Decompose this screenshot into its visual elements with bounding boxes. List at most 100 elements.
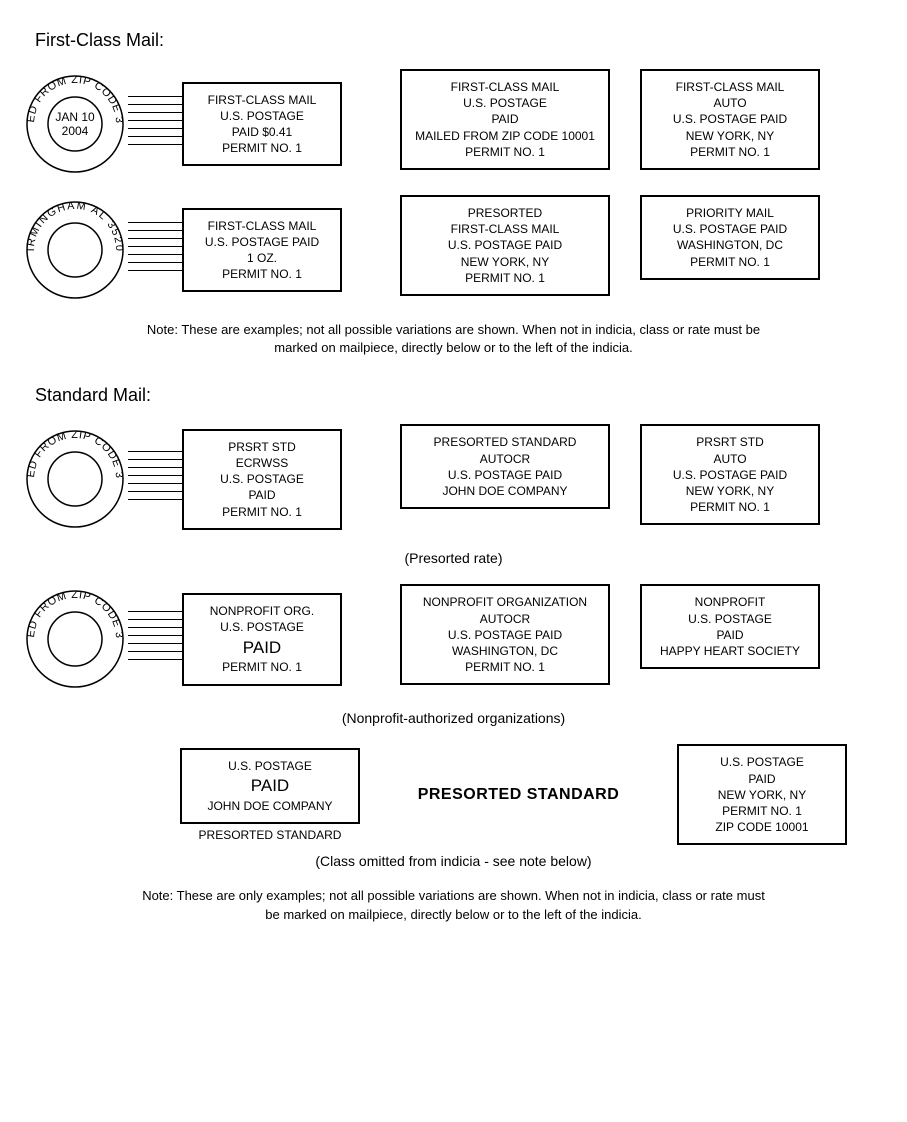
indicia-line: ECRWSS [236,455,288,471]
postmark-unit: BIRMINGHAM AL 35206 FIRST-CLASS MAIL U.S… [20,195,370,305]
indicia-line: FIRST-CLASS MAIL [208,218,317,234]
postmark-unit: MAILED FROM ZIP CODE 35406 JAN 10 2004 F… [20,69,370,179]
indicia-line: WASHINGTON, DC [452,643,558,659]
indicia-line: PERMIT NO. 1 [690,144,770,160]
cancellation-bars [128,222,182,278]
indicia-line: U.S. POSTAGE PAID [673,221,787,237]
indicia-line: NEW YORK, NY [461,254,549,270]
indicia-line: FIRST-CLASS MAIL [451,221,560,237]
indicia-line: PERMIT NO. 1 [222,504,302,520]
indicia-line: NEW YORK, NY [686,483,774,499]
standard-row-1: MAILED FROM ZIP CODE 35406 PRSRT STD ECR… [20,424,887,534]
section-title-standard: Standard Mail: [35,385,887,406]
indicia-box: FIRST-CLASS MAIL U.S. POSTAGE PAID $0.41… [182,82,342,167]
indicia-line: U.S. POSTAGE [463,95,547,111]
caption-nonprofit: (Nonprofit-authorized organizations) [20,710,887,726]
indicia-line: FIRST-CLASS MAIL [676,79,785,95]
indicia-line: PERMIT NO. 1 [690,254,770,270]
caption-omitted: (Class omitted from indicia - see note b… [20,853,887,869]
indicia-line: NEW YORK, NY [718,787,806,803]
indicia-line: AUTO [713,95,746,111]
postmark-unit: MAILED FROM ZIP CODE 35406 PRSRT STD ECR… [20,424,370,534]
indicia-box: PRESORTED STANDARD AUTOCR U.S. POSTAGE P… [400,424,610,509]
indicia-line: NEW YORK, NY [686,128,774,144]
caption-presorted: (Presorted rate) [20,550,887,566]
indicia-box: NONPROFIT U.S. POSTAGE PAID HAPPY HEART … [640,584,820,669]
indicia-line: FIRST-CLASS MAIL [208,92,317,108]
indicia-line: HAPPY HEART SOCIETY [660,643,800,659]
indicia-line: PAID $0.41 [232,124,292,140]
postmark-icon: MAILED FROM ZIP CODE 35406 [20,424,130,534]
indicia-line-big: PAID [243,637,281,660]
cancellation-bars [128,451,182,507]
standard-row-3: U.S. POSTAGE PAID JOHN DOE COMPANY PRESO… [20,744,887,845]
indicia-box: FIRST-CLASS MAIL U.S. POSTAGE PAID MAILE… [400,69,610,170]
indicia-line: PERMIT NO. 1 [690,499,770,515]
indicia-line: U.S. POSTAGE [228,758,312,774]
indicia-line: PAID [491,111,518,127]
svg-text:2004: 2004 [62,124,89,138]
indicia-box: FIRST-CLASS MAIL AUTO U.S. POSTAGE PAID … [640,69,820,170]
postmark-icon: MAILED FROM ZIP CODE 35406 [20,584,130,694]
indicia-line: U.S. POSTAGE PAID [448,627,562,643]
indicia-line: PERMIT NO. 1 [465,270,545,286]
indicia-line: PERMIT NO. 1 [722,803,802,819]
indicia-line: PAID [248,487,275,503]
indicia-box: PRSRT STD AUTO U.S. POSTAGE PAID NEW YOR… [640,424,820,525]
cancellation-bars [128,611,182,667]
indicia-line: 1 OZ. [247,250,277,266]
indicia-line: AUTOCR [480,611,530,627]
indicia-line: PERMIT NO. 1 [465,659,545,675]
postmark-icon: MAILED FROM ZIP CODE 35406 JAN 10 2004 [20,69,130,179]
bottom-left-group: U.S. POSTAGE PAID JOHN DOE COMPANY PRESO… [180,748,360,842]
indicia-line: PRESORTED [468,205,542,221]
indicia-line: U.S. POSTAGE PAID [673,111,787,127]
indicia-box: FIRST-CLASS MAIL U.S. POSTAGE PAID 1 OZ.… [182,208,342,293]
presorted-standard-label: PRESORTED STANDARD [418,786,620,804]
standard-note: Note: These are only examples; not all p… [134,887,774,923]
indicia-line: PERMIT NO. 1 [465,144,545,160]
indicia-line: PERMIT NO. 1 [222,659,302,675]
indicia-box: NONPROFIT ORGANIZATION AUTOCR U.S. POSTA… [400,584,610,685]
cancellation-bars [128,96,182,152]
indicia-line: U.S. POSTAGE [720,754,804,770]
indicia-line: PRIORITY MAIL [686,205,774,221]
indicia-line: PERMIT NO. 1 [222,266,302,282]
first-class-row-1: MAILED FROM ZIP CODE 35406 JAN 10 2004 F… [20,69,887,179]
indicia-box: U.S. POSTAGE PAID NEW YORK, NY PERMIT NO… [677,744,847,845]
indicia-line: PERMIT NO. 1 [222,140,302,156]
indicia-line: U.S. POSTAGE PAID [448,467,562,483]
below-label: PRESORTED STANDARD [180,828,360,842]
first-class-row-2: BIRMINGHAM AL 35206 FIRST-CLASS MAIL U.S… [20,195,887,305]
indicia-line: U.S. POSTAGE [220,619,304,635]
indicia-box: PRESORTED FIRST-CLASS MAIL U.S. POSTAGE … [400,195,610,296]
indicia-line: PRSRT STD [696,434,764,450]
indicia-line: NONPROFIT [695,594,766,610]
indicia-line: U.S. POSTAGE PAID [448,237,562,253]
indicia-line: U.S. POSTAGE [220,471,304,487]
indicia-line: U.S. POSTAGE [688,611,772,627]
indicia-line: PRESORTED STANDARD [434,434,577,450]
indicia-line-big: PAID [251,775,289,798]
indicia-line: WASHINGTON, DC [677,237,783,253]
indicia-box: U.S. POSTAGE PAID JOHN DOE COMPANY [180,748,360,824]
indicia-line: AUTOCR [480,451,530,467]
indicia-line: PAID [716,627,743,643]
indicia-line: NONPROFIT ORGANIZATION [423,594,587,610]
indicia-line: U.S. POSTAGE PAID [205,234,319,250]
indicia-line: U.S. POSTAGE PAID [673,467,787,483]
standard-row-2: MAILED FROM ZIP CODE 35406 NONPROFIT ORG… [20,584,887,694]
indicia-line: JOHN DOE COMPANY [207,798,332,814]
first-class-note: Note: These are examples; not all possib… [134,321,774,357]
indicia-line: U.S. POSTAGE [220,108,304,124]
indicia-box: PRSRT STD ECRWSS U.S. POSTAGE PAID PERMI… [182,429,342,530]
indicia-box: NONPROFIT ORG. U.S. POSTAGE PAID PERMIT … [182,593,342,686]
indicia-box: PRIORITY MAIL U.S. POSTAGE PAID WASHINGT… [640,195,820,280]
postmark-icon: BIRMINGHAM AL 35206 [20,195,130,305]
section-title-first-class: First-Class Mail: [35,30,887,51]
indicia-line: ZIP CODE 10001 [715,819,808,835]
indicia-line: JOHN DOE COMPANY [442,483,567,499]
indicia-line: MAILED FROM ZIP CODE 10001 [415,128,595,144]
indicia-line: PAID [748,771,775,787]
postmark-unit: MAILED FROM ZIP CODE 35406 NONPROFIT ORG… [20,584,370,694]
